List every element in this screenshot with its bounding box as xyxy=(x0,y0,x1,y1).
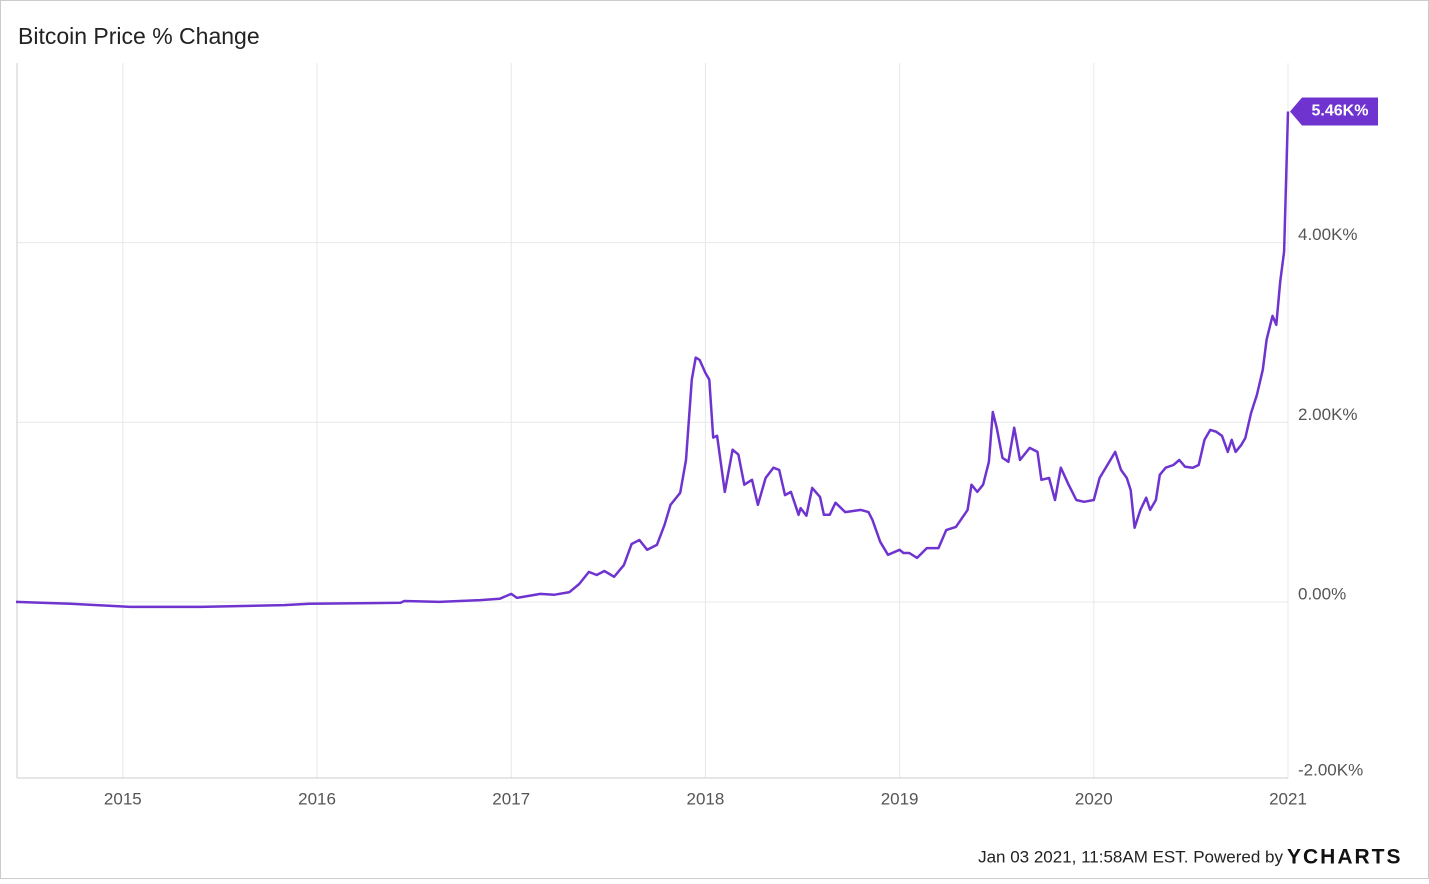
y-tick-label: 2.00K% xyxy=(1298,405,1358,424)
end-label-box xyxy=(1290,97,1378,126)
y-tick-label: 0.00% xyxy=(1298,584,1346,603)
x-tick-label: 2020 xyxy=(1075,789,1113,808)
x-tick-label: 2018 xyxy=(687,789,725,808)
y-tick-label: -2.00K% xyxy=(1298,760,1363,779)
x-tick-label: 2019 xyxy=(881,789,919,808)
x-tick-label: 2016 xyxy=(298,789,336,808)
x-tick-label: 2017 xyxy=(492,789,530,808)
x-tick-label: 2021 xyxy=(1269,789,1307,808)
y-tick-label: 4.00K% xyxy=(1298,225,1358,244)
chart-title: Bitcoin Price % Change xyxy=(18,23,260,49)
end-label: 5.46K% xyxy=(1312,103,1369,120)
footer-text: Jan 03 2021, 11:58AM EST. Powered by xyxy=(978,847,1283,866)
x-tick-label: 2015 xyxy=(104,789,142,808)
brand-logo: YCHARTS xyxy=(1287,846,1403,869)
data-line xyxy=(15,111,1290,609)
